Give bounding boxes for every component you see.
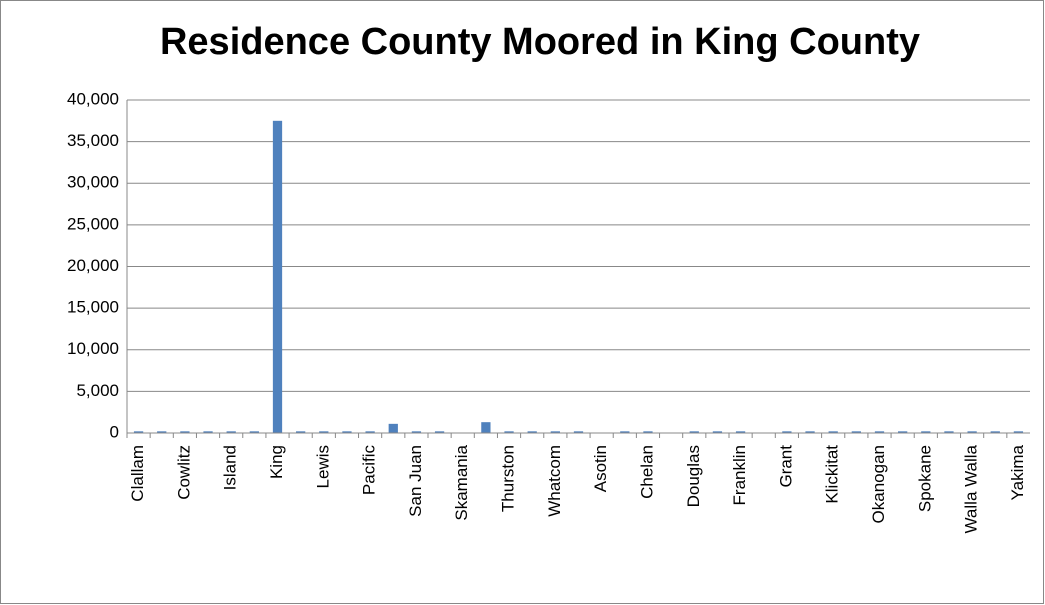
bar: [990, 431, 1000, 433]
bar: [967, 431, 977, 433]
bar: [180, 431, 190, 433]
y-tick-label: 30,000: [67, 173, 119, 192]
bar: [851, 431, 861, 433]
y-tick-label: 0: [110, 422, 119, 441]
bar: [620, 431, 630, 433]
x-tick-label: Island: [221, 445, 240, 490]
bar: [342, 431, 352, 433]
x-tick-label: Lewis: [313, 445, 332, 488]
bar: [643, 431, 653, 433]
y-tick-label: 35,000: [67, 131, 119, 150]
bar: [226, 431, 236, 433]
y-tick-label: 5,000: [76, 381, 119, 400]
bar: [365, 431, 375, 433]
bar: [388, 423, 398, 433]
bar: [411, 431, 422, 433]
bar: [874, 431, 885, 433]
bar: [735, 431, 746, 433]
y-tick-label: 15,000: [67, 298, 119, 317]
bar: [573, 431, 584, 433]
y-tick-label: 40,000: [67, 89, 119, 108]
x-tick-label: Klickitat: [823, 445, 842, 504]
y-tick-label: 20,000: [67, 256, 119, 275]
bar: [434, 431, 445, 433]
bar: [944, 431, 954, 433]
x-tick-label: Cowlitz: [174, 445, 193, 500]
bar: [1013, 431, 1024, 433]
bar: [272, 120, 283, 433]
bar: [296, 431, 306, 433]
x-tick-label: Walla Walla: [962, 444, 981, 533]
x-tick-label: Franklin: [730, 445, 749, 505]
bar: [249, 431, 259, 433]
chart-title: Residence County Moored in King County: [160, 21, 920, 63]
x-tick-label: Thurston: [499, 445, 518, 512]
bar: [481, 422, 491, 433]
x-tick-label: Whatcom: [545, 445, 564, 517]
x-tick-label: Okanogan: [869, 445, 888, 523]
x-tick-label: Asotin: [591, 445, 610, 492]
x-tick-label: Douglas: [684, 445, 703, 507]
x-tick-label: Clallam: [128, 445, 147, 502]
x-tick-label: Grant: [776, 445, 795, 488]
bar: [689, 431, 699, 433]
bar: [828, 431, 838, 433]
x-tick-label: Chelan: [637, 445, 656, 499]
y-tick-label: 25,000: [67, 214, 119, 233]
bar: [157, 431, 167, 433]
bar: [504, 431, 514, 433]
bar: [133, 431, 144, 433]
bar: [782, 431, 792, 433]
x-tick-label: Pacific: [360, 445, 379, 496]
x-tick-label: King: [267, 445, 286, 479]
x-tick-label: Yakima: [1008, 444, 1027, 500]
bar: [550, 431, 560, 433]
bar: [921, 431, 931, 433]
x-tick-label: Spokane: [915, 445, 934, 512]
x-tick-label: San Juan: [406, 445, 425, 517]
bar: [805, 431, 815, 433]
bar: [712, 431, 723, 433]
bar: [319, 431, 329, 433]
bar: [898, 431, 908, 433]
x-tick-label: Skamania: [452, 444, 471, 520]
bar: [203, 431, 213, 433]
bar: [527, 431, 537, 433]
y-tick-label: 10,000: [67, 339, 119, 358]
